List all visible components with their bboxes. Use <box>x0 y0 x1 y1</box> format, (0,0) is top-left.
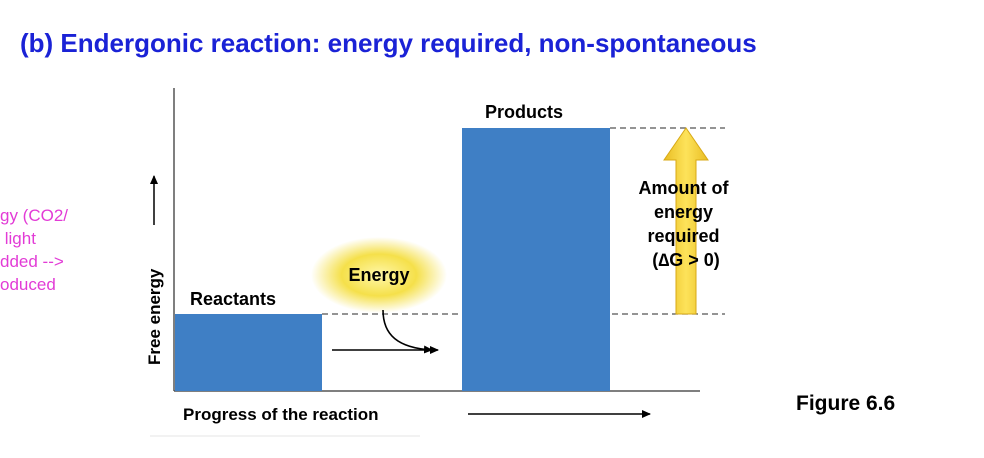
products-label: Products <box>485 102 563 122</box>
side-note-line-2: light <box>4 229 36 248</box>
energy-input-arrow <box>382 309 433 354</box>
y-axis-label: Free energy <box>145 268 164 365</box>
energy-label: Energy <box>348 265 409 285</box>
amount-required-label: Amount of energy required (∆G > 0) <box>639 178 734 270</box>
amount-label-line-2: energy <box>654 202 713 222</box>
reactants-bar <box>175 314 322 391</box>
figure-label: Figure 6.6 <box>796 392 896 415</box>
side-note-line-4: oduced <box>0 275 56 294</box>
amount-label-line-1: Amount of <box>639 178 730 198</box>
amount-label-line-3: required <box>647 226 719 246</box>
reactants-label: Reactants <box>190 289 276 309</box>
energy-required-arrow <box>663 127 709 315</box>
side-note: gy (CO2/ light dded --> oduced <box>0 204 68 296</box>
page-title: (b) Endergonic reaction: energy required… <box>20 28 757 58</box>
energy-glow <box>311 237 447 313</box>
side-note-line-3: dded --> <box>0 252 64 271</box>
products-bar <box>462 128 610 391</box>
x-axis-label: Progress of the reaction <box>183 405 379 424</box>
side-note-line-1: gy (CO2/ <box>0 206 69 225</box>
amount-label-line-4: (∆G > 0) <box>652 250 720 270</box>
